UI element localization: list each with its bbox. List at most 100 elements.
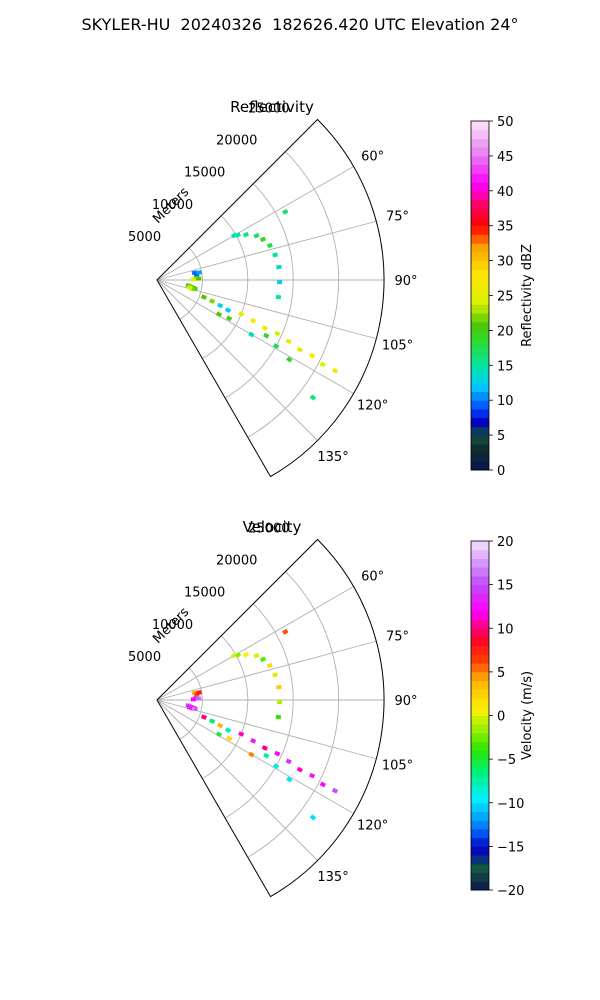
data-gate [275,714,282,720]
colorbar-tick-label: −5 [497,753,516,768]
radial-gridline [179,247,203,320]
data-gate [286,356,293,363]
data-gate [263,752,270,759]
colorbar-bin [471,461,489,471]
colorbar-bin [471,794,489,804]
colorbar-label: Velocity (m/s) [520,671,535,760]
angular-tick-label: 90° [394,694,417,709]
colorbar-bin [471,741,489,751]
colorbar-tick-label: 10 [497,394,514,409]
angular-gridline [156,699,318,861]
colorbar-bin [471,321,489,331]
colorbar-tick-label: 20 [497,324,514,339]
colorbar-tick-label: 15 [497,579,514,594]
data-gate [226,735,233,742]
colorbar-bin [471,216,489,227]
colorbar-bin [471,260,489,270]
colorbar-bin [471,382,489,392]
data-gate [331,787,339,794]
colorbar-bin [471,400,489,410]
sector-outline [156,538,385,898]
colorbar-tick-label: 40 [497,185,514,200]
data-gate [275,294,282,300]
angular-tick-label: 60° [361,150,384,165]
colorbar-bin [471,147,489,157]
colorbar-bin [471,820,489,830]
data-gate [234,652,242,659]
data-gate [217,302,224,309]
colorbar-bin [471,610,489,621]
colorbar-bin [471,872,489,882]
colorbar-bin [471,698,489,708]
sector-outline [156,118,385,478]
colorbar-bin [471,802,489,812]
colorbar-bin [471,347,489,358]
colorbar-tick-label: 25 [497,290,514,305]
data-gate [196,270,202,275]
colorbar-tick-label: 5 [497,429,505,444]
colorbar-bin [471,855,489,865]
data-gate [272,252,278,258]
data-gate [215,311,223,318]
radial-tick-label: 20000 [216,134,257,149]
data-gate [319,361,326,368]
radial-tick-label: 15000 [184,166,225,181]
colorbar-tick-label: 0 [497,710,505,725]
data-gate [296,346,303,353]
data-gate [274,750,281,757]
colorbar-bin [471,121,489,131]
angular-gridline [156,640,377,701]
colorbar-tick-label: 20 [497,535,514,550]
data-gate [296,766,303,773]
radial-gridline [224,603,294,819]
colorbar-bin [471,295,489,305]
data-gate [285,338,292,345]
angular-gridline [156,220,377,281]
angular-tick-label: 135° [317,870,348,885]
data-gate [196,276,202,281]
colorbar-bin [471,811,489,821]
radial-tick-label: 25000 [248,101,289,116]
angular-tick-label: 75° [386,210,409,225]
data-gate [277,280,283,285]
colorbar: 0 5 10 15 20 25 30 35 40 45 50 Reflectivity dBZ [470,115,535,479]
data-gate [272,763,280,769]
colorbar-bin [471,426,489,436]
colorbar-bin [471,602,489,612]
data-gate [248,331,255,338]
colorbar-bin [471,408,489,419]
angular-gridline [156,166,354,281]
data-gate [200,714,207,720]
colorbar-bin [471,374,489,384]
colorbar-bin [471,619,489,629]
angular-tick-label: 135° [317,450,348,465]
angular-tick-label: 105° [382,758,413,773]
colorbar-bin [471,173,489,183]
data-gate [217,722,224,729]
colorbar-bin [471,724,489,734]
colorbar-tick-label: 5 [497,666,505,681]
colorbar-bin [471,732,489,743]
colorbar-tick-label: −10 [497,797,524,812]
colorbar-bin [471,199,489,209]
radial-tick-label: 5000 [128,230,161,245]
data-gate [309,814,317,821]
data-gate [263,332,270,339]
angular-tick-label: 120° [357,819,388,834]
panel-velocity: Velocity500010000150002000025000Meters60… [128,518,535,899]
radial-tick-label: 10000 [152,618,193,633]
colorbar-tick-label: 10 [497,622,514,637]
data-gate [224,307,232,313]
colorbar-bin [471,575,489,586]
data-gate [224,727,232,733]
colorbar-tick-label: 35 [497,220,514,235]
colorbar-bin [471,155,489,166]
data-gate [209,718,216,724]
data-gate [190,697,196,702]
angular-gridline [156,699,354,814]
colorbar-bin [471,680,489,690]
colorbar-bin [471,417,489,427]
data-gate [238,731,245,737]
data-gate [248,751,255,758]
data-gate [282,628,289,635]
